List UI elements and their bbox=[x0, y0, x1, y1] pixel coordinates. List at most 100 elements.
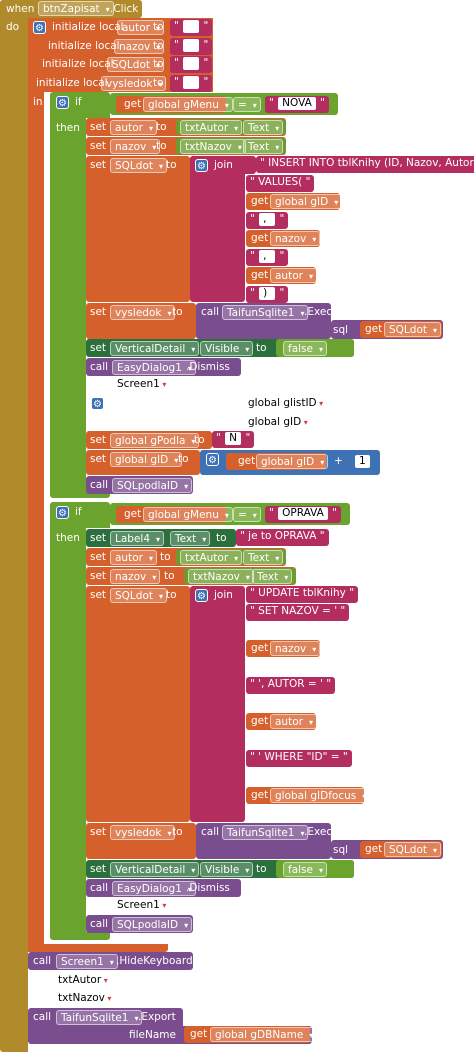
false-dropdown[interactable]: false bbox=[283, 862, 327, 878]
sqldot-var-dropdown[interactable]: SQLdot bbox=[384, 322, 441, 338]
screen1-dropdown[interactable]: Screen1 bbox=[117, 898, 166, 913]
join1-s2[interactable]: " VALUES( " bbox=[246, 175, 315, 192]
local-name-vysledok[interactable]: vysledok bbox=[101, 76, 167, 92]
easydialog-comp[interactable]: EasyDialog1 bbox=[112, 360, 196, 376]
join-gear-icon[interactable]: ⚙ bbox=[195, 589, 208, 602]
sqlite-comp-dropdown[interactable]: TaifunSqlite1 bbox=[56, 1010, 143, 1026]
number-one[interactable]: 1 bbox=[352, 453, 373, 470]
autor-var-dropdown[interactable]: autor bbox=[270, 714, 317, 730]
local-sqldot-value[interactable]: " " bbox=[170, 56, 213, 73]
if-gear-icon[interactable]: ⚙ bbox=[56, 506, 69, 519]
set-nazov-var[interactable]: nazov bbox=[110, 569, 161, 585]
sqlpodlaid-proc[interactable]: SQLpodlaID bbox=[112, 917, 193, 933]
txtnazov-comp[interactable]: txtNazov bbox=[180, 139, 246, 155]
gpodla-value[interactable]: " N " bbox=[212, 431, 255, 448]
verticaldetail-comp[interactable]: VerticalDetail bbox=[110, 341, 200, 357]
init-local-label: initialize local bbox=[52, 21, 124, 33]
label4-comp[interactable]: Label4 bbox=[110, 531, 165, 547]
call-keyword: call bbox=[201, 826, 220, 838]
autor-var-dropdown[interactable]: autor bbox=[270, 268, 317, 284]
set-vysledok-var[interactable]: vysledok bbox=[110, 305, 176, 321]
if-gear-icon[interactable]: ⚙ bbox=[56, 96, 69, 109]
join1-s1[interactable]: " INSERT INTO tblKnihy (ID, Nazov, Autor… bbox=[256, 156, 474, 173]
if-block-1-rail[interactable] bbox=[50, 118, 86, 496]
eq-operator-dropdown[interactable]: = bbox=[233, 507, 261, 523]
event-block[interactable] bbox=[0, 0, 28, 1052]
join-block-1[interactable] bbox=[190, 156, 245, 302]
sqldot-var-dropdown[interactable]: SQLdot bbox=[384, 842, 441, 858]
text-prop[interactable]: Text bbox=[170, 531, 211, 547]
text-prop[interactable]: Text bbox=[243, 139, 284, 155]
if-block-2-rail[interactable] bbox=[50, 528, 86, 938]
local-name-sqldot[interactable]: SQLdot bbox=[107, 57, 164, 73]
local-block-body[interactable] bbox=[28, 92, 44, 948]
set-sqldot-block[interactable] bbox=[86, 156, 190, 302]
join1-s3[interactable]: " , " bbox=[246, 212, 289, 229]
txtnazov-arg-dropdown[interactable]: txtNazov bbox=[58, 991, 111, 1006]
gmenu-var-dropdown[interactable]: global gMenu bbox=[143, 97, 233, 113]
label4-value[interactable]: " je to OPRAVA " bbox=[236, 529, 329, 546]
join2-s1[interactable]: " UPDATE tblKnihy " bbox=[246, 586, 359, 603]
nazov-var-dropdown[interactable]: nazov bbox=[270, 231, 321, 247]
local-block-foot[interactable] bbox=[28, 944, 168, 952]
sqlite-comp-dropdown[interactable]: TaifunSqlite1 bbox=[222, 305, 309, 321]
add-gear-icon[interactable]: ⚙ bbox=[206, 453, 219, 466]
easydialog-comp[interactable]: EasyDialog1 bbox=[112, 881, 196, 897]
gpodla-var[interactable]: global gPodla bbox=[110, 433, 200, 449]
local-vysledok-value[interactable]: " " bbox=[170, 75, 213, 92]
get-keyword: get bbox=[251, 642, 269, 654]
cond-value-oprava[interactable]: " OPRAVA " bbox=[265, 506, 342, 523]
gidfocus-var-dropdown[interactable]: global gIDfocus bbox=[270, 788, 371, 804]
nazov-var-dropdown[interactable]: nazov bbox=[270, 641, 321, 657]
local-autor-value[interactable]: " " bbox=[170, 19, 213, 36]
join2-s4[interactable]: " ' WHERE "ID" = " bbox=[246, 750, 352, 767]
set-vysledok-var[interactable]: vysledok bbox=[110, 825, 176, 841]
cond-value-nova[interactable]: " NOVA " bbox=[265, 96, 329, 113]
floating-gear-icon[interactable]: ⚙ bbox=[91, 397, 104, 410]
eq-operator-dropdown[interactable]: = bbox=[233, 97, 261, 113]
join1-s5[interactable]: " ) " bbox=[246, 286, 289, 303]
local-name-autor[interactable]: autor bbox=[117, 20, 164, 36]
text-prop[interactable]: Text bbox=[252, 569, 293, 585]
visible-prop[interactable]: Visible bbox=[200, 341, 254, 357]
call-keyword: call bbox=[90, 882, 109, 894]
txtautor-comp[interactable]: txtAutor bbox=[180, 550, 243, 566]
join-gear-icon[interactable]: ⚙ bbox=[195, 159, 208, 172]
false-dropdown[interactable]: false bbox=[283, 341, 327, 357]
txtautor-arg-dropdown[interactable]: txtAutor bbox=[58, 973, 108, 988]
set-sqldot-var[interactable]: SQLdot bbox=[110, 588, 167, 604]
sqlite-comp-dropdown[interactable]: TaifunSqlite1 bbox=[222, 825, 309, 841]
join1-s4[interactable]: " , " bbox=[246, 249, 289, 266]
screen1-dropdown[interactable]: Screen1 bbox=[117, 377, 166, 392]
text-prop[interactable]: Text bbox=[243, 120, 284, 136]
verticaldetail-comp[interactable]: VerticalDetail bbox=[110, 862, 200, 878]
gdbname-var-dropdown[interactable]: global gDBName bbox=[210, 1027, 318, 1043]
txtnazov-comp[interactable]: txtNazov bbox=[188, 569, 254, 585]
join-block-2[interactable] bbox=[190, 586, 245, 822]
set-autor-var[interactable]: autor bbox=[110, 120, 157, 136]
global-glistid-dropdown[interactable]: global glistID bbox=[248, 396, 323, 411]
join2-s3[interactable]: " ', AUTOR = ' " bbox=[246, 677, 336, 694]
gid-var[interactable]: global gID bbox=[110, 452, 183, 468]
if-block-1-foot[interactable] bbox=[50, 490, 110, 498]
set-sqldot-var[interactable]: SQLdot bbox=[110, 158, 167, 174]
gid-getter-dropdown[interactable]: global gID bbox=[256, 454, 329, 470]
txtautor-comp[interactable]: txtAutor bbox=[180, 120, 243, 136]
text-prop[interactable]: Text bbox=[243, 550, 284, 566]
set-sqldot-block[interactable] bbox=[86, 586, 190, 822]
mutator-gear-icon[interactable]: ⚙ bbox=[33, 21, 46, 34]
local-name-nazov[interactable]: nazov bbox=[114, 39, 165, 55]
event-component-dropdown[interactable]: btnZapisat bbox=[38, 1, 114, 17]
local-nazov-value[interactable]: " " bbox=[170, 38, 213, 55]
event-name: .Click bbox=[110, 3, 139, 15]
sqlpodlaid-proc[interactable]: SQLpodlaID bbox=[112, 478, 193, 494]
gmenu-var-dropdown[interactable]: global gMenu bbox=[143, 507, 233, 523]
global-gid-dropdown[interactable]: global gID bbox=[248, 415, 308, 430]
if-block-2-foot[interactable] bbox=[50, 932, 110, 940]
set-autor-var[interactable]: autor bbox=[110, 550, 157, 566]
visible-prop[interactable]: Visible bbox=[200, 862, 254, 878]
screen1-comp[interactable]: Screen1 bbox=[56, 954, 118, 970]
set-nazov-var[interactable]: nazov bbox=[110, 139, 161, 155]
gid-var-dropdown[interactable]: global gID bbox=[270, 194, 343, 210]
join2-s2[interactable]: " SET NAZOV = ' " bbox=[246, 604, 350, 621]
